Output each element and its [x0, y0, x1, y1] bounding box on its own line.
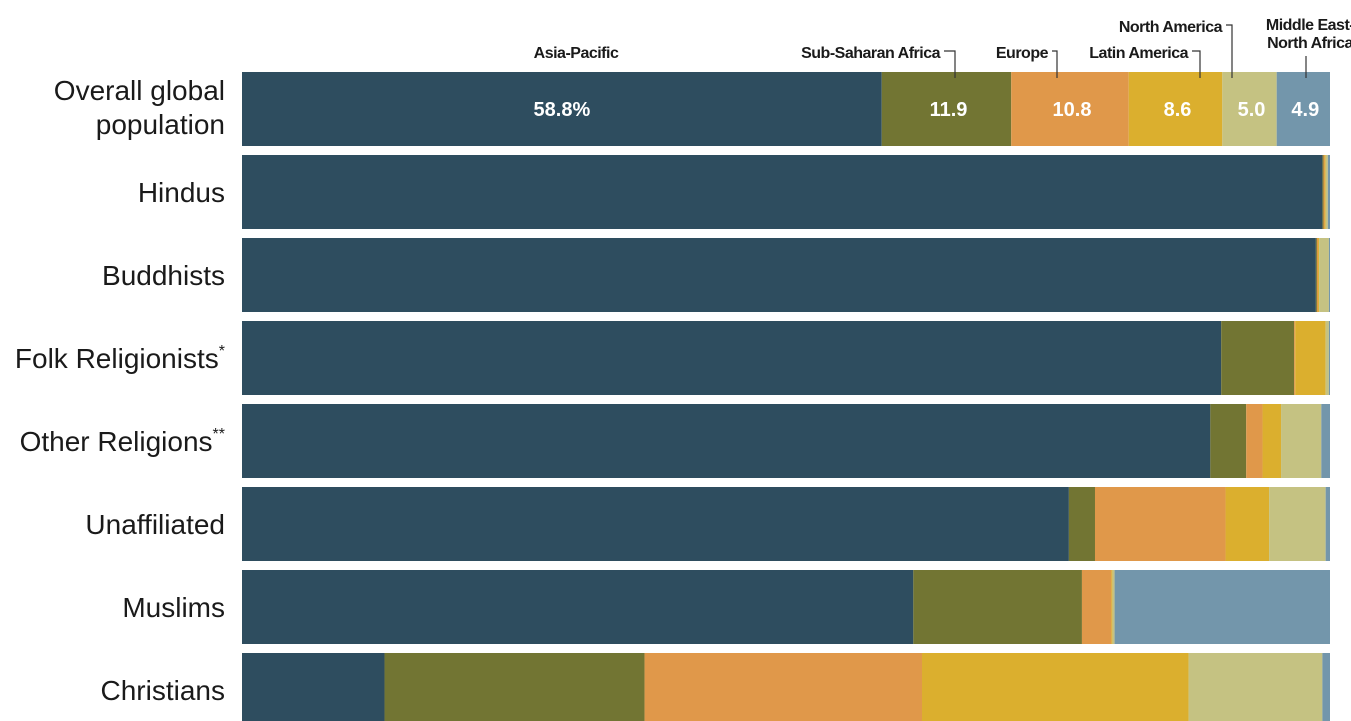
bar-row-unaffiliated: [242, 487, 1330, 561]
legend-label-middle-east-north-africa: Middle East-North Africa: [1266, 17, 1351, 52]
bar-segment-christians-europe: [644, 653, 922, 721]
bar-segment-overall-global-population-latin-america: [1128, 72, 1223, 146]
bar-segment-unaffiliated-sub-saharan-africa: [1068, 487, 1095, 561]
legend-leader-line-north-america: [1226, 24, 1233, 78]
legend-label-europe: Europe: [996, 45, 1049, 62]
row-label-muslims: Muslims: [122, 592, 225, 623]
bar-segment-hindus-asia-pacific: [242, 155, 1323, 229]
bar-row-christians: [242, 653, 1330, 721]
bar-segment-hindus-sub-saharan-africa: [1322, 155, 1324, 229]
bar-segment-overall-global-population-middle-east-north-africa: [1276, 72, 1330, 146]
bar-segment-unaffiliated-asia-pacific: [242, 487, 1069, 561]
row-label-christians: Christians: [101, 675, 225, 706]
bar-segment-muslims-sub-saharan-africa: [913, 570, 1082, 644]
bar-segment-buddhists-north-america: [1319, 238, 1329, 312]
legend-item-north-america: North America: [1119, 19, 1233, 78]
bar-row-buddhists: [242, 238, 1330, 312]
bar-segment-folk-religionists-middle-east-north-africa: [1328, 321, 1330, 395]
bar-segment-unaffiliated-north-america: [1269, 487, 1326, 561]
bar-segment-overall-global-population-europe: [1011, 72, 1129, 146]
bar-row-muslims: [242, 570, 1330, 644]
bar-segment-other-religions-asia-pacific: [242, 404, 1211, 478]
row-label-buddhists: Buddhists: [102, 260, 225, 291]
legend-item-middle-east-north-africa: Middle East-North Africa: [1266, 17, 1351, 78]
bar-segment-unaffiliated-middle-east-north-africa: [1325, 487, 1330, 561]
row-labels: Overall global population Hindus Buddhists F…: [15, 75, 225, 706]
bar-segment-buddhists-europe: [1316, 238, 1319, 312]
bar-segment-other-religions-north-america: [1281, 404, 1322, 478]
legend-label-sub-saharan-africa: Sub-Saharan Africa: [801, 45, 940, 62]
data-label-middle-east-north-africa: 4.9: [1291, 99, 1319, 121]
bar-segment-hindus-latin-america: [1324, 155, 1326, 229]
bar-segment-folk-religionists-europe: [1294, 321, 1296, 395]
bar-segment-muslims-latin-america: [1111, 570, 1113, 644]
bar-row-folk-religionists: [242, 321, 1330, 395]
legend-label-north-america: North America: [1119, 19, 1223, 36]
bar-row-overall-global-population: [242, 72, 1330, 146]
data-label-sub-saharan-africa: 11.9: [930, 99, 968, 121]
legend-item-sub-saharan-africa: Sub-Saharan Africa: [801, 45, 956, 78]
row-label-folk-religionists: Folk Religionists*: [15, 343, 225, 374]
bar-segment-buddhists-middle-east-north-africa: [1328, 238, 1330, 312]
legend-label-latin-america: Latin America: [1089, 45, 1188, 62]
data-label-latin-america: 8.6: [1164, 99, 1192, 121]
bar-segment-muslims-asia-pacific: [242, 570, 914, 644]
bar-row-other-religions: [242, 404, 1330, 478]
bar-segment-christians-middle-east-north-africa: [1322, 653, 1330, 721]
bar-segment-hindus-europe: [1323, 155, 1325, 229]
legend-item-latin-america: Latin America: [1089, 45, 1201, 78]
bar-segment-folk-religionists-asia-pacific: [242, 321, 1222, 395]
bar-segment-christians-north-america: [1188, 653, 1323, 721]
data-label-europe: 10.8: [1053, 99, 1092, 121]
bar-segment-unaffiliated-latin-america: [1225, 487, 1270, 561]
row-label-hindus: Hindus: [138, 177, 225, 208]
bar-segment-folk-religionists-latin-america: [1295, 321, 1326, 395]
bar-segment-christians-asia-pacific: [242, 653, 385, 721]
bar-segment-hindus-middle-east-north-africa: [1327, 155, 1330, 229]
data-labels: 58.8% 11.9 10.8 8.6 5.0 4.9: [534, 99, 1320, 121]
bar-segment-overall-global-population-asia-pacific: [242, 72, 882, 146]
bar-segment-buddhists-latin-america: [1318, 238, 1320, 312]
row-label-unaffiliated: Unaffiliated: [85, 509, 225, 540]
bar-segment-buddhists-sub-saharan-africa: [1315, 238, 1317, 312]
legend-leader-line-latin-america: [1192, 50, 1201, 78]
bar-segment-christians-latin-america: [922, 653, 1189, 721]
bar-segment-other-religions-middle-east-north-africa: [1321, 404, 1330, 478]
row-label-overall-global-population: Overall global population: [54, 75, 225, 140]
bar-segment-overall-global-population-north-america: [1222, 72, 1277, 146]
bar-segment-buddhists-asia-pacific: [242, 238, 1316, 312]
bar-segment-christians-sub-saharan-africa: [384, 653, 645, 721]
bar-segment-folk-religionists-sub-saharan-africa: [1221, 321, 1295, 395]
bar-segment-other-religions-sub-saharan-africa: [1210, 404, 1247, 478]
bar-segment-unaffiliated-europe: [1094, 487, 1226, 561]
data-label-asia-pacific: 58.8%: [534, 99, 591, 121]
row-label-other-religions: Other Religions**: [20, 426, 225, 457]
legend-label-asia-pacific: Asia-Pacific: [534, 45, 619, 62]
bar-segment-hindus-north-america: [1325, 155, 1328, 229]
legend-leader-line-sub-saharan-africa: [944, 50, 956, 78]
bar-row-hindus: [242, 155, 1330, 229]
bar-segment-muslims-europe: [1081, 570, 1112, 644]
bar-segment-other-religions-europe: [1246, 404, 1263, 478]
data-label-north-america: 5.0: [1238, 99, 1266, 121]
bar-segment-folk-religionists-north-america: [1325, 321, 1329, 395]
bar-segment-muslims-north-america: [1112, 570, 1115, 644]
legend-leader-line-europe: [1052, 50, 1058, 78]
legend-item-europe: Europe: [996, 45, 1058, 78]
legend: Asia-Pacific Sub-Saharan Africa Europe Lati…: [534, 17, 1351, 78]
bars: [242, 72, 1330, 721]
bar-segment-muslims-middle-east-north-africa: [1114, 570, 1330, 644]
legend-item-asia-pacific: Asia-Pacific: [534, 45, 620, 62]
bar-segment-overall-global-population-sub-saharan-africa: [881, 72, 1012, 146]
bar-segment-other-religions-latin-america: [1262, 404, 1282, 478]
